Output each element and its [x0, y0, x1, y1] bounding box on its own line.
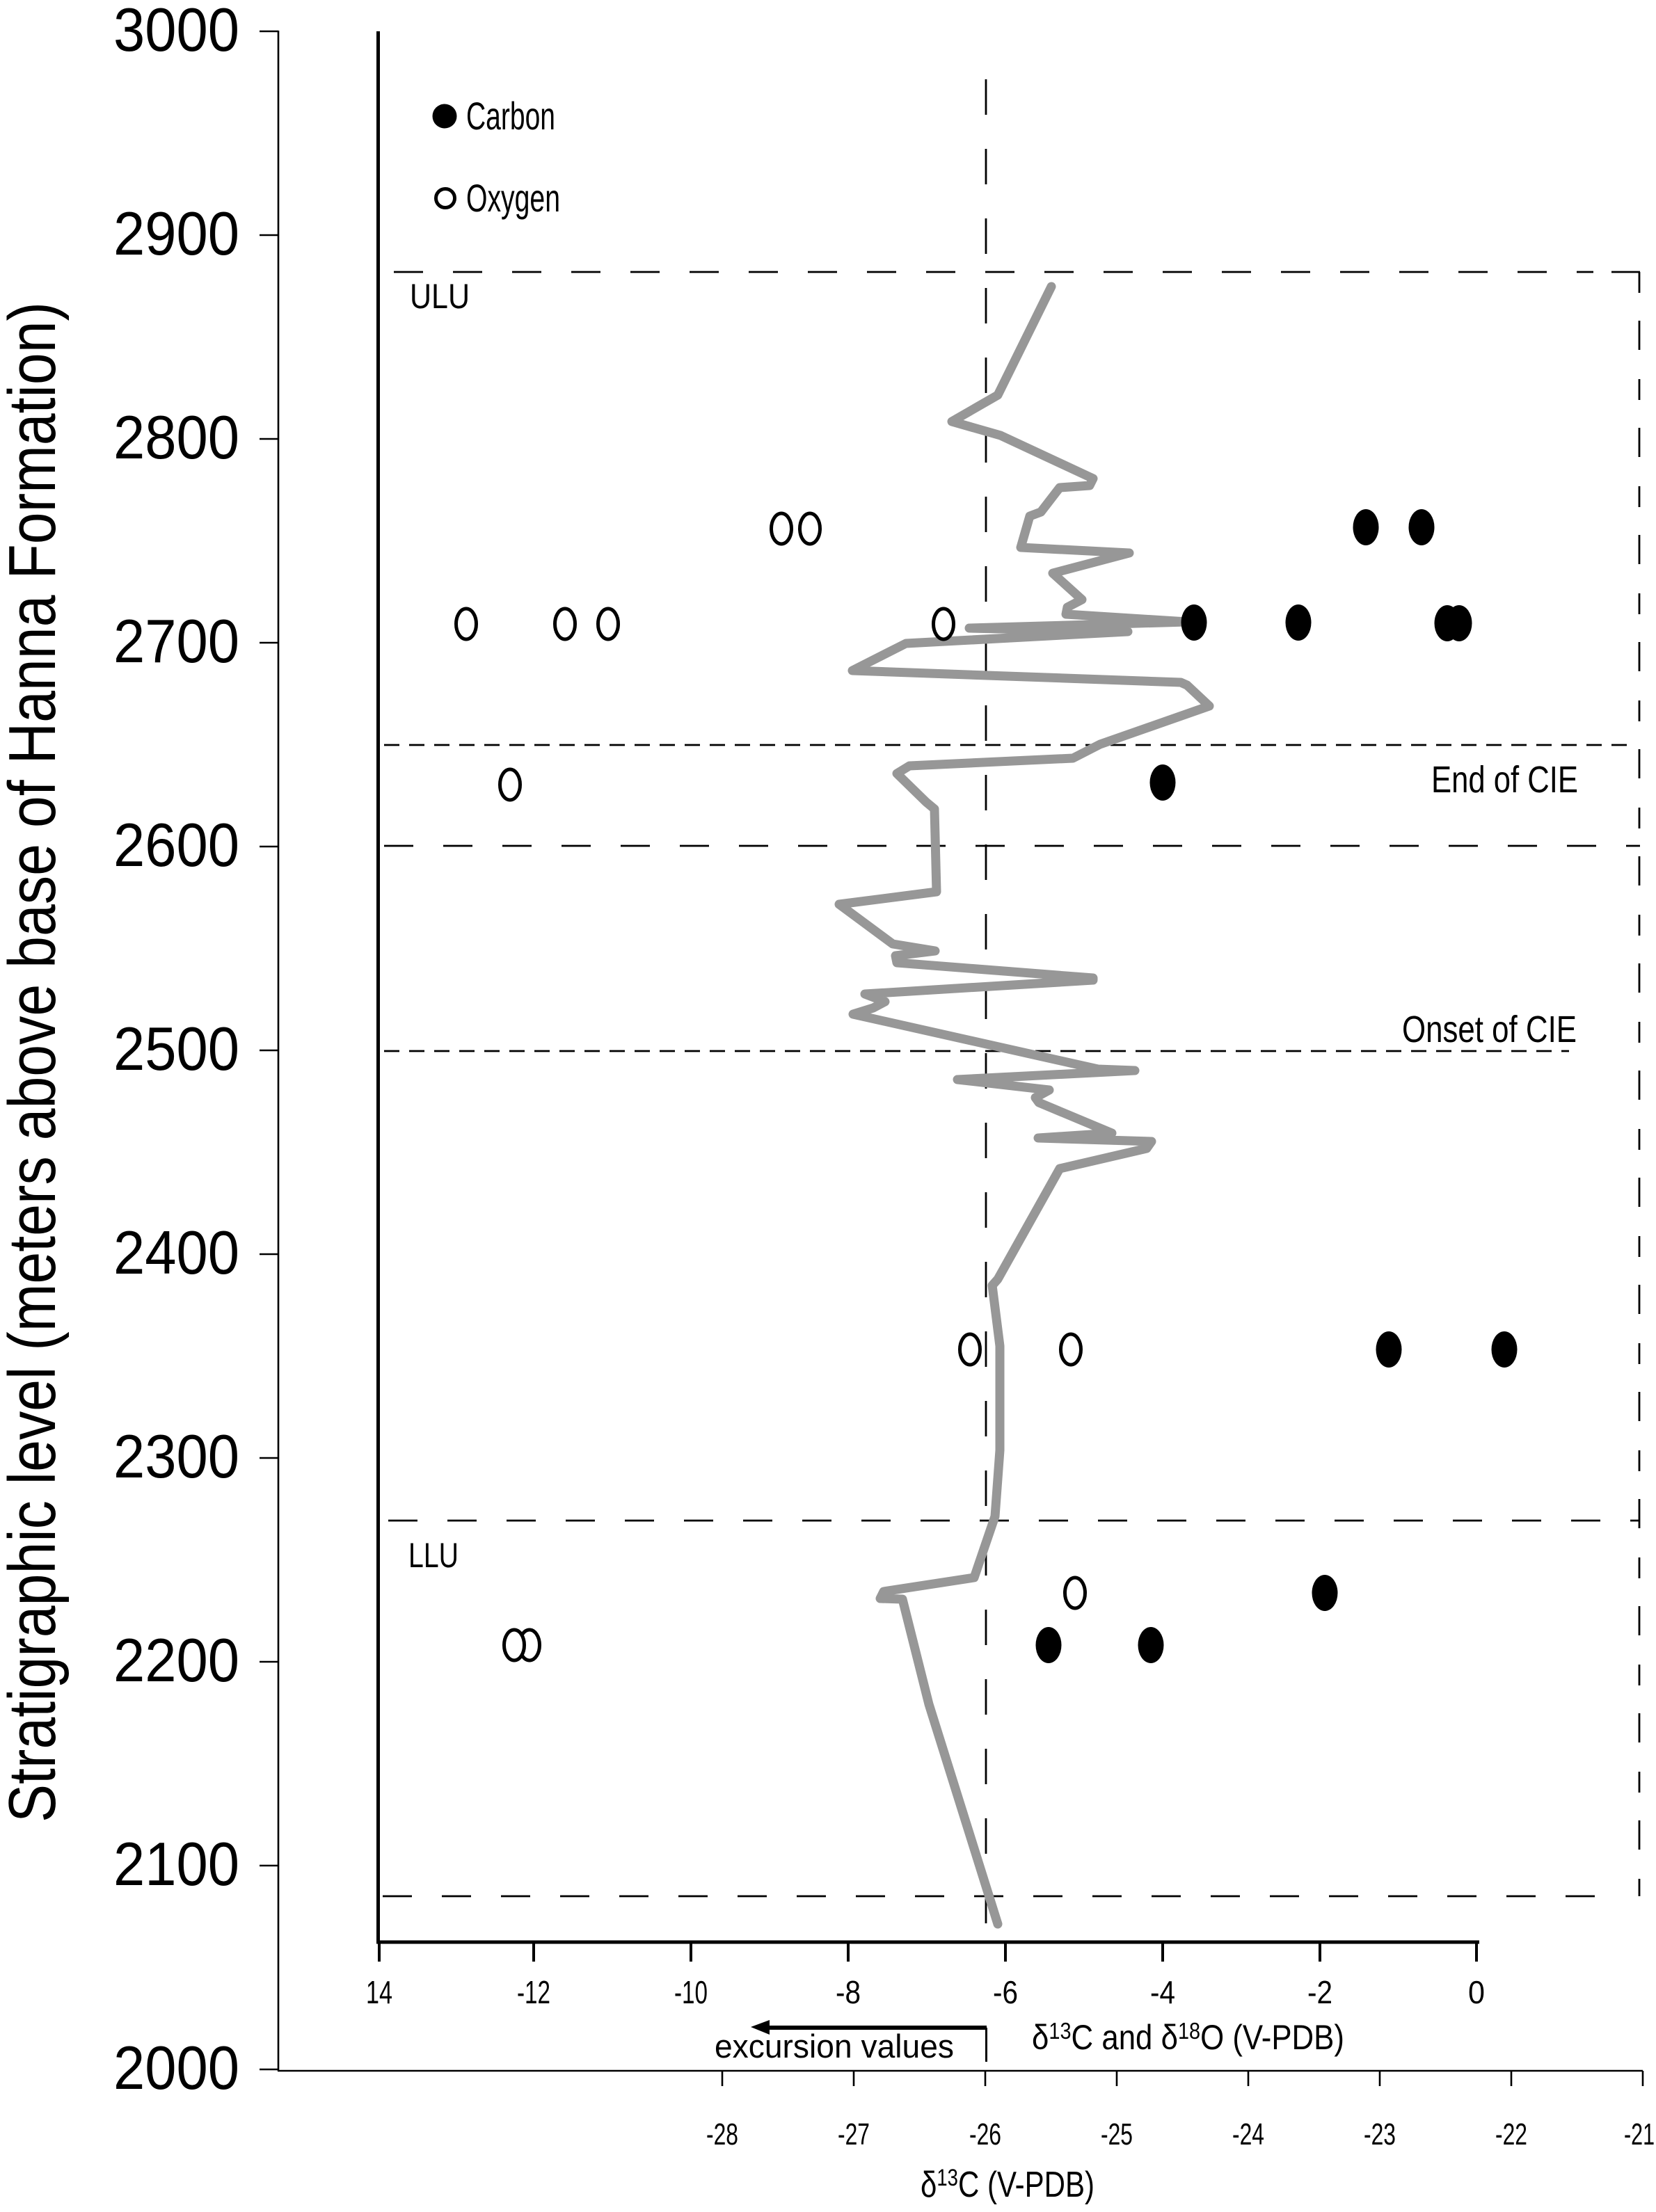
svg-text:2700: 2700	[113, 607, 239, 675]
svg-text:2600: 2600	[113, 810, 239, 879]
svg-text:-24: -24	[1232, 2117, 1264, 2151]
svg-text:-22: -22	[1495, 2117, 1527, 2151]
svg-text:Oxygen: Oxygen	[466, 176, 560, 220]
svg-text:2900: 2900	[113, 199, 239, 268]
svg-text:-10: -10	[674, 1974, 708, 2010]
svg-text:Stratigraphic level (meters ab: Stratigraphic level (meters above base o…	[0, 302, 70, 1822]
svg-text:-4: -4	[1150, 1974, 1175, 2010]
svg-text:-27: -27	[838, 2117, 870, 2151]
svg-text:2000: 2000	[113, 2033, 239, 2102]
svg-text:3000: 3000	[113, 0, 239, 64]
svg-text:14: 14	[366, 1974, 392, 2010]
svg-text:-6: -6	[993, 1974, 1018, 2010]
svg-text:excursion values: excursion values	[715, 2028, 954, 2065]
svg-text:2400: 2400	[113, 1218, 239, 1287]
svg-text:-28: -28	[706, 2117, 738, 2151]
svg-text:0: 0	[1468, 1974, 1485, 2010]
svg-text:-25: -25	[1101, 2117, 1133, 2151]
svg-text:2200: 2200	[113, 1626, 239, 1694]
svg-text:LLU: LLU	[408, 1536, 459, 1575]
svg-text:End of CIE: End of CIE	[1431, 759, 1578, 801]
svg-text:ULU: ULU	[410, 277, 470, 316]
svg-text:-23: -23	[1364, 2117, 1396, 2151]
svg-text:2100: 2100	[113, 1829, 239, 1898]
svg-text:2800: 2800	[113, 403, 239, 472]
svg-text:-21: -21	[1624, 2117, 1655, 2151]
svg-text:-12: -12	[517, 1974, 550, 2010]
svg-text:-8: -8	[836, 1974, 861, 2010]
svg-text:Onset of CIE: Onset of CIE	[1402, 1009, 1577, 1050]
svg-text:2300: 2300	[113, 1422, 239, 1491]
svg-text:-2: -2	[1307, 1974, 1332, 2010]
svg-text:Carbon: Carbon	[466, 94, 555, 138]
svg-text:2500: 2500	[113, 1014, 239, 1083]
svg-text:-26: -26	[969, 2117, 1001, 2151]
